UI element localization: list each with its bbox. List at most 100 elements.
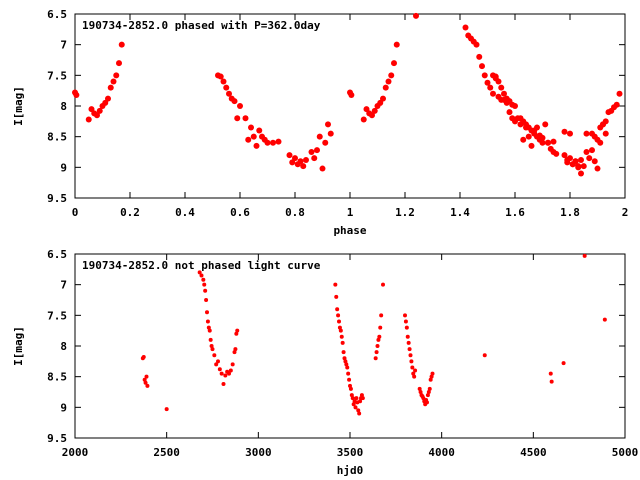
unphased-data-point xyxy=(358,399,363,404)
phased-data-point xyxy=(523,124,529,131)
unphased-data-point xyxy=(335,307,340,312)
unphased-x-tick-label: 2500 xyxy=(153,446,180,459)
unphased-data-point xyxy=(357,411,362,416)
phased-data-point xyxy=(542,121,549,128)
phased-data-point xyxy=(525,133,532,140)
unphased-data-point xyxy=(561,361,566,366)
unphased-data-point xyxy=(336,313,341,318)
phased-data-point xyxy=(297,158,304,165)
phased-y-tick-label: 8 xyxy=(60,100,67,113)
unphased-data-point xyxy=(413,368,418,373)
unphased-data-point xyxy=(144,374,149,379)
unphased-data-point xyxy=(348,386,353,391)
unphased-data-point xyxy=(427,386,432,391)
phased-data-point xyxy=(237,103,243,109)
unphased-data-point xyxy=(214,362,219,367)
unphased-data-point xyxy=(207,328,212,333)
phased-data-point xyxy=(490,90,496,97)
phased-data-point xyxy=(594,165,601,172)
phased-y-axis-label: I[mag] xyxy=(12,86,25,126)
phased-data-point xyxy=(116,60,122,67)
unphased-data-point xyxy=(412,374,417,379)
unphased-data-point xyxy=(164,407,169,412)
unphased-y-tick-label: 8 xyxy=(60,340,67,353)
phased-data-point xyxy=(567,155,573,162)
phased-data-point xyxy=(316,133,323,140)
unphased-data-point xyxy=(406,340,411,345)
phased-data-point xyxy=(94,112,100,119)
unphased-data-point xyxy=(429,374,434,379)
unphased-x-axis-label: hjd0 xyxy=(337,464,364,477)
phased-data-point xyxy=(462,24,469,31)
unphased-data-points xyxy=(140,253,607,416)
unphased-x-tick-label: 3000 xyxy=(245,446,272,459)
phased-data-point xyxy=(348,91,355,98)
unphased-data-point xyxy=(548,371,553,376)
unphased-data-point xyxy=(217,367,222,372)
phased-data-point xyxy=(550,138,557,145)
phased-data-point xyxy=(616,90,623,97)
unphased-data-point xyxy=(405,334,410,339)
unphased-data-point xyxy=(347,377,352,382)
unphased-data-point xyxy=(141,355,146,360)
unphased-data-point xyxy=(337,319,341,324)
phased-data-point xyxy=(231,98,238,105)
unphased-data-point xyxy=(349,393,354,398)
phased-data-point xyxy=(481,72,488,79)
unphased-data-point xyxy=(351,402,356,407)
unphased-data-point xyxy=(221,382,226,387)
phased-data-point xyxy=(248,124,254,131)
phased-data-point xyxy=(613,101,620,108)
phased-data-point xyxy=(226,90,232,97)
phased-data-point xyxy=(393,41,400,48)
unphased-data-point xyxy=(411,371,416,376)
phased-data-point xyxy=(506,98,513,105)
unphased-data-point xyxy=(203,288,208,293)
unphased-data-point xyxy=(204,298,209,302)
phased-data-point xyxy=(275,138,282,145)
unphased-data-point xyxy=(333,282,338,287)
phased-data-point xyxy=(487,84,494,91)
phased-data-point xyxy=(289,159,296,166)
unphased-x-tick-label: 2000 xyxy=(62,446,89,459)
unphased-data-point xyxy=(142,377,147,382)
phased-data-point xyxy=(300,163,307,170)
unphased-y-tick-label: 8.5 xyxy=(47,371,67,384)
phased-data-point xyxy=(567,130,573,137)
phased-data-point xyxy=(531,127,538,134)
phased-x-tick-label: 1.8 xyxy=(560,206,580,219)
phased-data-point xyxy=(245,136,252,143)
phased-data-point xyxy=(520,136,527,143)
phased-data-point xyxy=(377,99,384,106)
unphased-data-point xyxy=(353,405,358,410)
unphased-data-point xyxy=(379,313,384,318)
unphased-data-point xyxy=(376,337,381,342)
unphased-data-point xyxy=(212,353,217,358)
phased-x-axis-label: phase xyxy=(333,224,366,237)
phased-data-point xyxy=(473,41,480,48)
phased-data-point xyxy=(327,130,334,137)
unphased-data-point xyxy=(482,353,487,358)
unphased-data-point xyxy=(340,340,345,345)
phased-data-point xyxy=(110,78,117,85)
unphased-y-tick-label: 7 xyxy=(60,279,67,292)
phased-y-tick-label: 9 xyxy=(60,161,67,174)
phased-data-point xyxy=(391,60,397,67)
phased-data-point xyxy=(553,150,560,157)
phased-data-point xyxy=(250,133,257,140)
unphased-data-point xyxy=(339,334,344,339)
phased-data-point xyxy=(118,41,125,48)
phased-data-point xyxy=(217,73,224,80)
unphased-data-point xyxy=(549,379,554,384)
phased-data-point xyxy=(303,156,309,163)
phased-data-point xyxy=(292,155,298,162)
phased-data-point xyxy=(314,147,320,154)
phased-data-point xyxy=(270,139,276,146)
phased-y-tick-label: 9.5 xyxy=(47,192,67,205)
unphased-data-point xyxy=(202,282,207,287)
phased-data-point xyxy=(539,139,546,146)
unphased-data-point xyxy=(219,371,224,376)
phased-data-point xyxy=(501,90,507,97)
phased-data-point xyxy=(96,107,103,114)
unphased-data-point xyxy=(428,377,433,382)
